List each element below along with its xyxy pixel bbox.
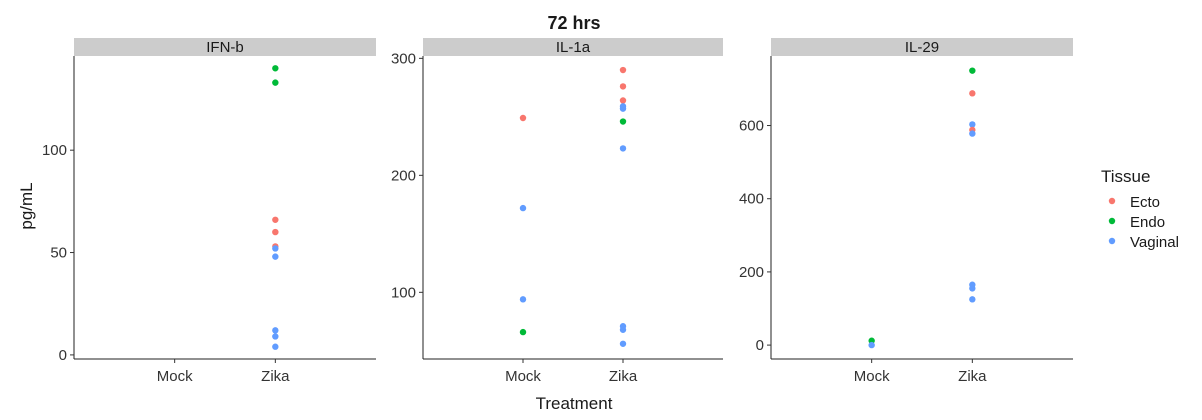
y-tick-label: 100 <box>391 284 416 301</box>
legend-label: Ecto <box>1130 194 1160 211</box>
data-point-ecto <box>619 83 627 90</box>
data-point-vaginal <box>272 245 279 252</box>
data-point-vaginal <box>272 333 279 340</box>
data-point-ecto <box>619 97 627 104</box>
data-point-endo <box>868 337 875 344</box>
data-point-ecto <box>619 66 627 74</box>
legend-label: Vaginal <box>1130 234 1179 251</box>
facet-panels: IFN-b 0 50 100 Mock Zika IL-1a 100 200 300 Mock Zik… <box>42 38 1073 385</box>
y-tick-label: 50 <box>50 245 67 262</box>
x-axis-title: Treatment <box>536 394 613 413</box>
data-point-vaginal <box>619 145 627 152</box>
data-point-vaginal <box>619 105 627 112</box>
legend-title: Tissue <box>1101 167 1150 186</box>
data-point-vaginal <box>969 285 976 292</box>
data-point-vaginal <box>969 121 976 128</box>
data-point-vaginal <box>868 341 875 349</box>
chart-title: 72 hrs <box>547 13 600 33</box>
facet-strip <box>771 38 1073 56</box>
x-tick-label: Zika <box>958 368 987 385</box>
facet-strip-label: IL-1a <box>556 39 591 56</box>
x-tick-label: Mock <box>505 368 541 385</box>
facet-panel: IL-29 0 200 400 600 Mock Zika <box>739 38 1073 385</box>
data-point-vaginal <box>272 253 279 260</box>
data-point-endo <box>272 65 279 72</box>
y-tick-label: 300 <box>391 50 416 67</box>
y-tick-label: 200 <box>391 167 416 184</box>
data-point-vaginal <box>272 327 279 334</box>
data-point-endo <box>519 328 527 336</box>
data-point-ecto <box>272 216 279 223</box>
y-tick-label: 200 <box>739 264 764 281</box>
facet-strip <box>423 38 723 56</box>
data-point-ecto <box>519 114 527 122</box>
legend: Tissue Ecto Endo Vaginal <box>1101 167 1179 251</box>
legend-label: Endo <box>1130 214 1165 231</box>
facet-strip-label: IL-29 <box>905 39 939 56</box>
data-point-vaginal <box>519 204 527 212</box>
y-tick-label: 0 <box>59 347 67 364</box>
data-point-endo <box>272 79 279 86</box>
y-tick-label: 400 <box>739 191 764 208</box>
facet-strip <box>74 38 376 56</box>
legend-key-endo <box>1108 217 1116 225</box>
x-tick-label: Zika <box>261 368 290 385</box>
y-axis-title: pg/mL <box>17 182 36 229</box>
legend-key-vaginal <box>1108 237 1116 245</box>
data-point-vaginal <box>619 326 627 333</box>
data-point-ecto <box>272 228 279 236</box>
y-tick-label: 600 <box>739 118 764 135</box>
data-point-vaginal <box>969 130 976 137</box>
data-point-ecto <box>969 90 976 97</box>
data-point-vaginal <box>969 296 976 303</box>
facet-strip-label: IFN-b <box>206 39 244 56</box>
data-point-endo <box>619 118 627 125</box>
facet-panel: IFN-b 0 50 100 Mock Zika <box>42 38 376 385</box>
x-tick-label: Mock <box>157 368 193 385</box>
x-tick-label: Zika <box>609 368 638 385</box>
y-tick-label: 100 <box>42 142 67 159</box>
x-tick-label: Mock <box>854 368 890 385</box>
data-point-vaginal <box>519 296 527 303</box>
y-tick-label: 0 <box>756 337 764 354</box>
data-point-vaginal <box>619 340 627 347</box>
facet-panel: IL-1a 100 200 300 Mock Zika <box>391 38 723 385</box>
legend-key-ecto <box>1108 197 1116 205</box>
data-point-endo <box>969 67 976 74</box>
data-point-vaginal <box>272 343 279 350</box>
